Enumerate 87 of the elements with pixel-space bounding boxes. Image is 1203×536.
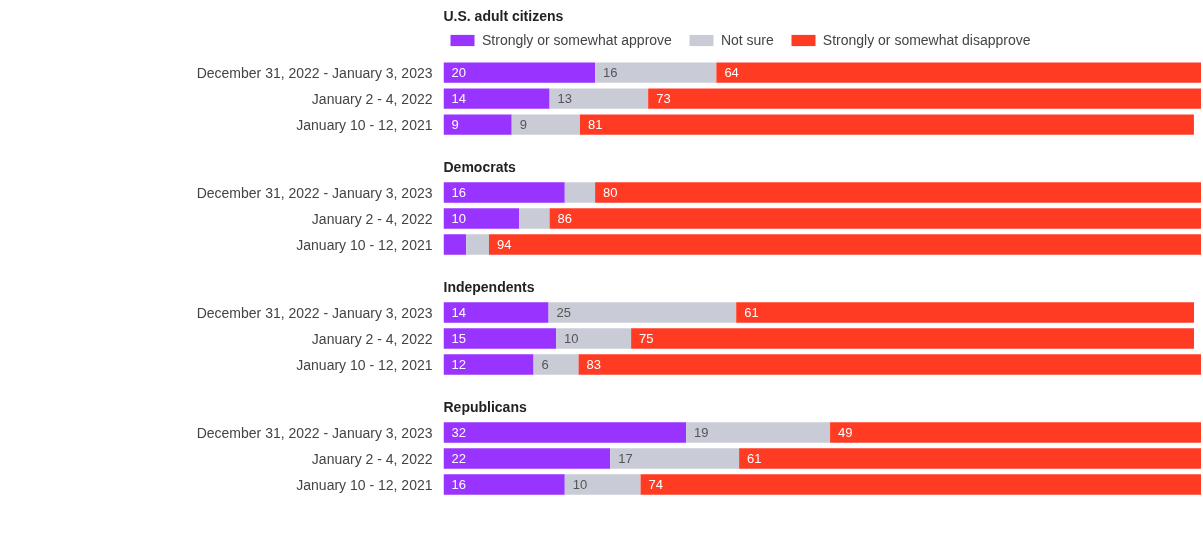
data-label: 14 [451,91,466,107]
bar [443,422,687,443]
data-label: 9 [451,117,459,133]
data-label: 61 [744,305,759,320]
bar [610,448,740,469]
bar [519,208,550,229]
bar [443,328,557,349]
data-label: 61 [747,451,762,466]
bar [686,422,831,443]
bar [736,302,1194,323]
bar [631,328,1194,349]
bar [488,234,1201,255]
bar [443,88,550,109]
bar [443,208,520,229]
bar [443,448,611,469]
bar [595,62,717,83]
data-label: 75 [639,331,654,346]
data-label: 6 [541,357,549,372]
chart-title: U.S. adult citizens [443,7,564,24]
data-label: 83 [586,357,602,372]
legend-label: Not sure [720,32,774,48]
data-label: 16 [451,477,466,492]
legend-label: Strongly or somewhat approve [482,32,672,48]
data-label: 94 [496,237,512,252]
bar [443,302,549,323]
data-label: 12 [451,357,466,372]
bar [556,328,632,349]
bar [443,474,565,495]
bar [443,114,512,135]
bar [511,114,580,135]
bar [443,182,565,203]
data-label: 10 [451,211,466,226]
bar [533,354,579,375]
bar [443,62,596,83]
bar [739,448,1201,469]
bar [716,62,1201,83]
bar [549,88,649,109]
bar [466,234,489,255]
data-label: 25 [556,305,572,320]
bar [579,114,1194,135]
y-tick-label: January 10 - 12, 2021 [296,476,433,493]
data-label: 20 [451,65,466,81]
y-tick-label: January 2 - 4, 2022 [311,210,433,227]
legend-label: Strongly or somewhat disapprove [822,32,1031,48]
chart-title: Democrats [443,158,517,175]
chart-title: Independents [443,278,535,295]
bar [564,182,596,203]
y-tick-label: January 10 - 12, 2021 [296,116,433,133]
data-label: 15 [451,331,466,346]
data-label: 13 [557,91,573,107]
data-label: 49 [838,425,853,440]
bar [549,208,1201,229]
data-label: 86 [557,211,573,226]
bar [564,474,641,495]
data-label: 19 [694,425,709,440]
y-tick-label: December 31, 2022 - January 3, 2023 [196,184,433,201]
data-label: 73 [656,91,671,107]
bar [548,302,737,323]
y-tick-label: December 31, 2022 - January 3, 2023 [196,424,433,441]
data-label: 16 [603,65,618,81]
bar [443,234,467,255]
bar [578,354,1201,375]
data-label: 22 [451,451,466,466]
bar [640,474,1201,495]
data-label: 64 [724,65,739,81]
bar [648,88,1201,109]
data-label: 80 [603,185,618,200]
data-label: 81 [587,117,603,133]
bar [830,422,1201,443]
data-label: 16 [451,185,466,200]
data-label: 10 [572,477,588,492]
chart-title: Republicans [443,398,527,415]
bar [443,354,534,375]
data-label: 17 [618,451,633,466]
data-label: 14 [451,305,466,320]
bar [595,182,1201,203]
data-label: 10 [564,331,579,346]
y-tick-label: January 2 - 4, 2022 [311,330,433,347]
y-tick-label: January 10 - 12, 2021 [296,236,433,253]
data-label: 32 [451,425,466,440]
y-tick-label: January 2 - 4, 2022 [311,450,433,467]
y-tick-label: January 10 - 12, 2021 [296,356,433,373]
y-tick-label: December 31, 2022 - January 3, 2023 [196,64,433,81]
y-tick-label: December 31, 2022 - January 3, 2023 [196,304,433,321]
y-tick-label: January 2 - 4, 2022 [311,90,433,107]
data-label: 74 [648,477,664,492]
data-label: 9 [519,117,527,133]
